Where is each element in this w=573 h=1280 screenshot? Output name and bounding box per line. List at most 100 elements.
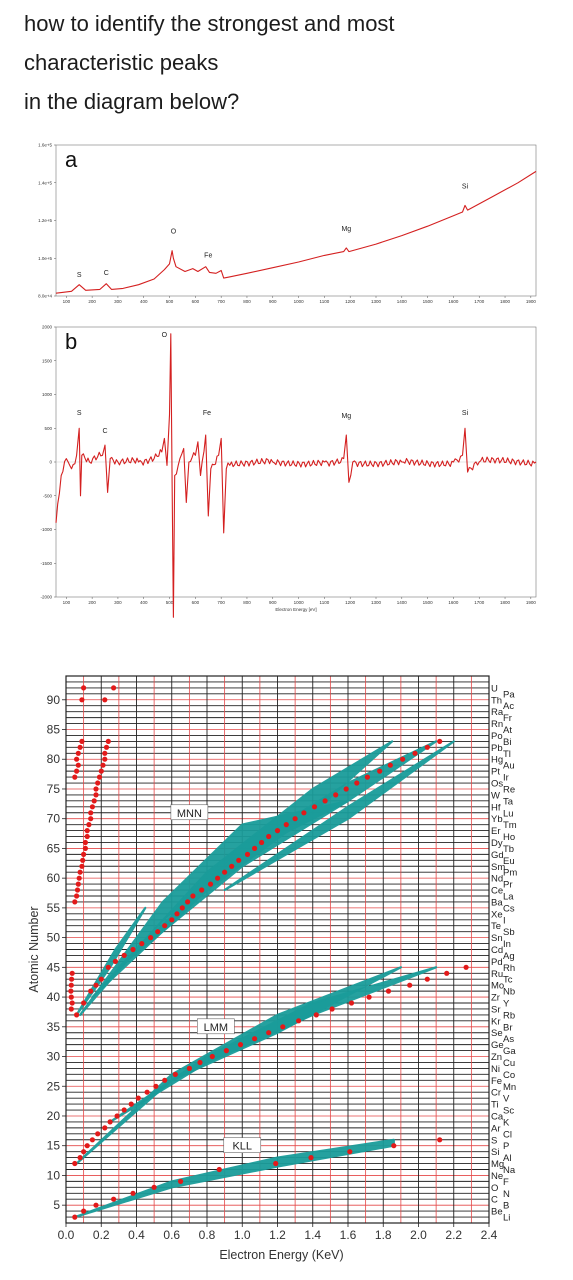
- low-energy-point: [95, 780, 101, 786]
- y-tick-label: 50: [47, 931, 61, 945]
- element-symbol-pt: Pt: [491, 767, 500, 778]
- x-tick-label: 1500: [423, 600, 434, 605]
- mnn-point: [364, 774, 370, 780]
- mnn-point: [148, 935, 154, 941]
- x-tick-label: 700: [217, 600, 225, 605]
- element-symbol-na: Na: [503, 1165, 516, 1176]
- x-tick-label: 1800: [500, 600, 511, 605]
- panel-letter: b: [65, 329, 77, 354]
- peak-label-s: S: [77, 272, 82, 279]
- lmm-point: [463, 964, 469, 970]
- kll-point: [178, 1178, 184, 1184]
- low-energy-point: [69, 970, 75, 976]
- band-label-lmm: LMM: [204, 1022, 228, 1034]
- lmm-point: [107, 1119, 113, 1125]
- element-symbol-hg: Hg: [491, 755, 503, 766]
- x-tick-label: 1500: [423, 299, 434, 304]
- y-tick-label: 65: [47, 841, 61, 855]
- element-symbol-se: Se: [491, 1028, 503, 1039]
- element-symbol-al: Al: [503, 1153, 511, 1164]
- element-symbol-ra: Ra: [491, 707, 504, 718]
- element-symbol-si: Si: [491, 1147, 499, 1158]
- mnn-point: [93, 982, 99, 988]
- lmm-point: [95, 1131, 101, 1137]
- element-symbol-ac: Ac: [503, 701, 514, 712]
- mnn-point: [274, 828, 281, 834]
- xps-spectrum-panel-b: 100 200 300 400 500 600 700 800 900 1000 1100 1200 1…: [40, 325, 537, 618]
- low-energy-point: [81, 685, 87, 691]
- x-tick-label: 1600: [448, 299, 459, 304]
- mnn-point: [322, 798, 328, 804]
- low-energy-point: [102, 697, 108, 703]
- lmm-point: [407, 982, 413, 988]
- mnn-point: [236, 857, 242, 863]
- low-energy-point: [75, 762, 81, 768]
- x-tick-label: 1700: [474, 299, 485, 304]
- x-tick-label: 0.2: [93, 1228, 110, 1242]
- element-symbol-re: Re: [503, 784, 515, 795]
- low-energy-point: [69, 976, 75, 982]
- element-symbol-mo: Mo: [491, 981, 504, 992]
- element-symbol-at: At: [503, 725, 512, 736]
- y-tick-label: 35: [47, 1020, 61, 1034]
- x-tick-label: 1700: [474, 600, 485, 605]
- element-symbol-po: Po: [491, 731, 503, 742]
- spectrum-trace: [55, 333, 537, 618]
- low-energy-point: [102, 750, 108, 756]
- element-symbol-rb: Rb: [503, 1010, 515, 1021]
- mnn-point: [162, 923, 168, 929]
- element-symbol-os: Os: [491, 779, 503, 790]
- x-axis-label: Electron Energy (KeV): [219, 1248, 343, 1262]
- y-tick-label: 15: [47, 1139, 61, 1153]
- kll-point: [111, 1196, 117, 1202]
- low-energy-point: [74, 756, 80, 762]
- lmm-point: [366, 994, 372, 1000]
- lmm-point: [329, 1006, 335, 1012]
- low-energy-point: [93, 792, 99, 798]
- mnn-point: [266, 833, 272, 840]
- element-symbol-rn: Rn: [491, 719, 503, 730]
- lmm-point: [237, 1042, 244, 1048]
- element-symbol-o: O: [491, 1183, 498, 1194]
- x-tick-label: 1900: [526, 600, 537, 605]
- element-symbol-co: Co: [503, 1070, 515, 1081]
- x-tick-label: 1.8: [375, 1228, 392, 1242]
- low-energy-point: [105, 738, 111, 744]
- x-tick-label: 1300: [371, 600, 382, 605]
- band-label-kll: KLL: [232, 1141, 252, 1153]
- lmm-point: [77, 1155, 83, 1161]
- x-tick-label: 2.2: [445, 1228, 462, 1242]
- peak-label-c: C: [103, 428, 108, 435]
- transition-band-lmm: [108, 966, 438, 1123]
- element-symbol-ga: Ga: [503, 1046, 516, 1057]
- mnn-point: [424, 744, 430, 750]
- mnn-point: [244, 851, 251, 857]
- element-symbol-v: V: [503, 1094, 510, 1105]
- peak-label-mg: Mg: [341, 226, 351, 233]
- peak-label-fe: Fe: [203, 410, 211, 417]
- x-tick-label: 600: [192, 299, 200, 304]
- element-symbol-cd: Cd: [491, 945, 503, 956]
- element-symbol-zr: Zr: [491, 993, 500, 1004]
- y-tick-label: 55: [47, 901, 61, 915]
- y-tick-label: 25: [47, 1079, 61, 1093]
- question-line-3: in the diagram below?: [24, 89, 240, 114]
- mnn-point: [155, 929, 161, 935]
- low-energy-point: [88, 810, 94, 816]
- peak-label-o: O: [171, 229, 177, 236]
- x-tick-label: 1400: [397, 600, 408, 605]
- mnn-point: [283, 822, 289, 828]
- y-tick-label: -500: [43, 493, 53, 498]
- x-tick-label: 300: [114, 600, 122, 605]
- element-symbol-au: Au: [503, 761, 515, 772]
- x-tick-label: 1.2: [269, 1228, 286, 1242]
- y-tick-label: 30: [47, 1050, 61, 1064]
- x-tick-label: 1.6: [340, 1228, 357, 1242]
- y-tick-label: 1000: [42, 392, 53, 397]
- xps-spectrum-panel-a: 100 200 300 400 500 600 700 800 900 1000 1100 1200 1…: [38, 143, 536, 305]
- y-tick-label: 1.2e+5: [38, 218, 52, 223]
- element-symbol-la: La: [503, 891, 514, 902]
- x-tick-label: 800: [243, 600, 251, 605]
- panel-letter: a: [65, 147, 78, 172]
- low-energy-point: [68, 994, 74, 1000]
